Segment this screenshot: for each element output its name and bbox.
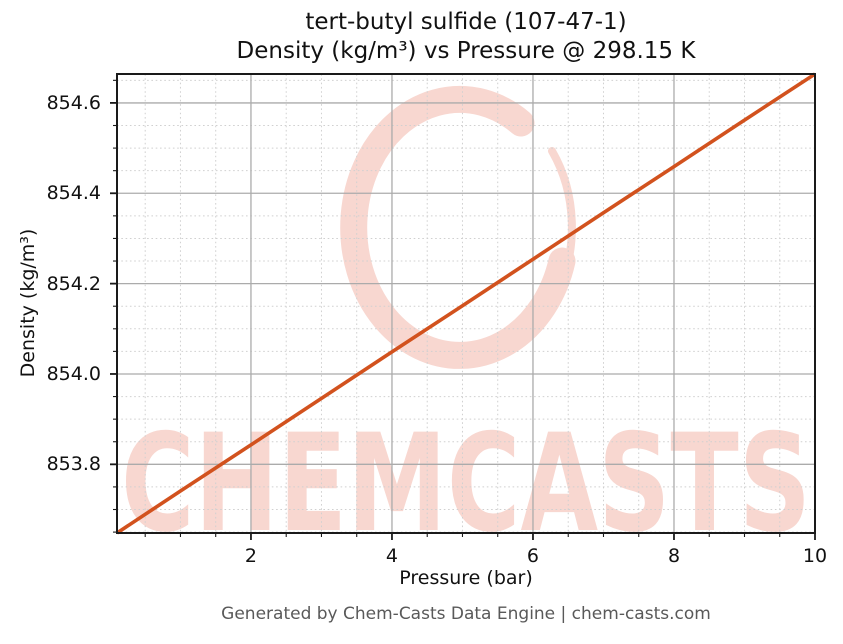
series-line-density-vs-pressure	[116, 72, 816, 535]
x-tick-label: 2	[244, 545, 257, 567]
y-tick-label: 854.6	[46, 91, 101, 114]
chart-title: tert-butyl sulfide (107-47-1) Density (k…	[117, 8, 815, 66]
chart-title-line2: Density (kg/m³) vs Pressure @ 298.15 K	[236, 38, 696, 64]
watermark-text: CHEMCASTS	[121, 405, 811, 562]
x-tick-label: 10	[802, 545, 828, 567]
watermark-ring-icon	[340, 85, 576, 369]
y-tick-label: 854.2	[46, 272, 101, 295]
x-axis-label: Pressure (bar)	[399, 567, 533, 589]
x-tick-label: 8	[667, 545, 681, 567]
y-tick-label: 854.0	[46, 362, 101, 385]
footer-credit: Generated by Chem-Casts Data Engine | ch…	[221, 604, 711, 624]
y-tick-label: 853.8	[46, 453, 101, 476]
x-tick-label: 4	[385, 545, 399, 567]
chart-title-line1: tert-butyl sulfide (107-47-1)	[305, 9, 627, 35]
y-tick-label: 854.4	[46, 182, 101, 205]
watermark-ring-crescent-icon	[548, 147, 576, 298]
plot-spines	[116, 73, 816, 534]
x-tick-label: 6	[526, 545, 540, 567]
